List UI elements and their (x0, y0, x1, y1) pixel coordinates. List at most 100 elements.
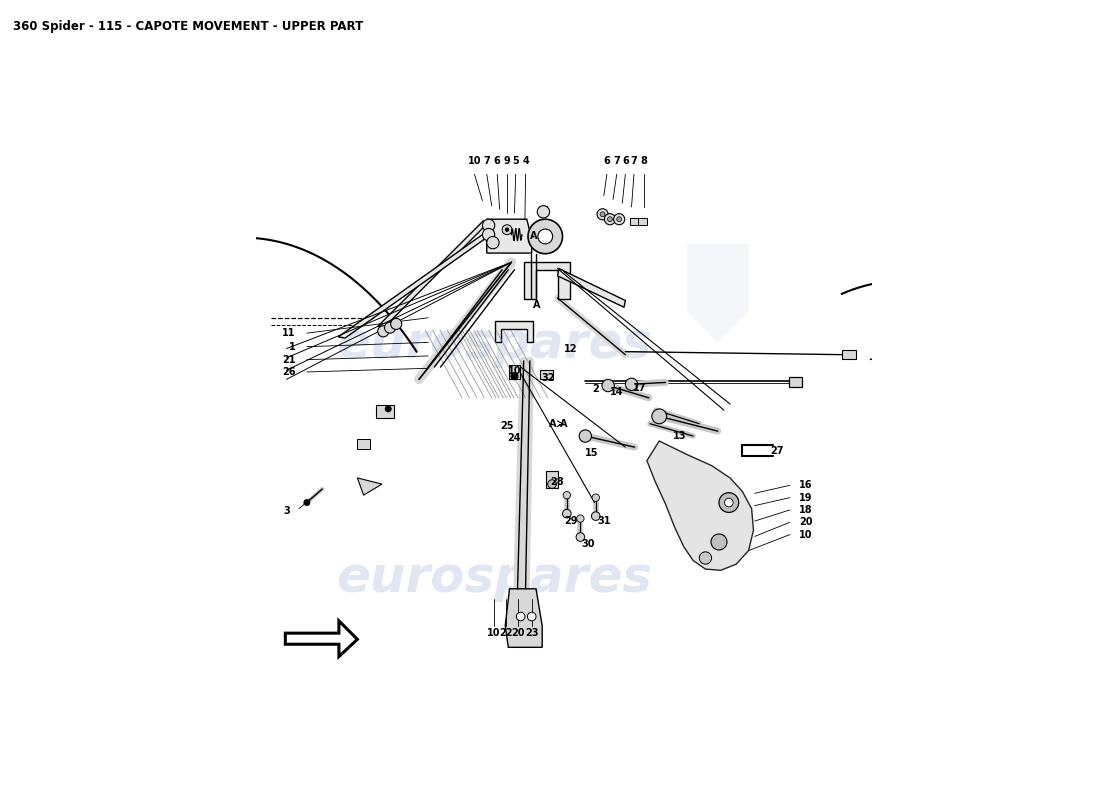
Text: 7: 7 (630, 156, 637, 166)
Circle shape (607, 217, 613, 222)
Circle shape (700, 552, 712, 564)
Text: 28: 28 (550, 477, 564, 486)
Circle shape (652, 409, 667, 424)
Bar (376, 406, 394, 418)
Circle shape (576, 515, 584, 522)
Circle shape (625, 378, 638, 390)
Text: 9: 9 (504, 156, 510, 166)
Polygon shape (686, 244, 748, 342)
Circle shape (483, 229, 495, 241)
Text: 6: 6 (621, 156, 629, 166)
Text: 2: 2 (592, 384, 598, 394)
Circle shape (725, 498, 733, 507)
Bar (356, 439, 371, 449)
Circle shape (576, 533, 585, 542)
Circle shape (304, 499, 310, 506)
Circle shape (562, 510, 571, 518)
Text: 20: 20 (512, 628, 525, 638)
Text: 20: 20 (799, 518, 813, 527)
Text: 25: 25 (500, 421, 514, 431)
Circle shape (527, 612, 536, 621)
Text: 11: 11 (283, 328, 296, 338)
Polygon shape (377, 221, 490, 326)
Bar (509, 365, 520, 378)
Text: 30: 30 (581, 539, 594, 550)
Polygon shape (505, 589, 542, 647)
Text: 14: 14 (610, 386, 624, 397)
Circle shape (602, 379, 614, 392)
Text: 12: 12 (564, 343, 578, 354)
Text: 13: 13 (673, 431, 686, 441)
Text: A: A (532, 301, 540, 310)
Text: A: A (530, 231, 538, 241)
Text: 360 Spider - 115 - CAPOTE MOVEMENT - UPPER PART: 360 Spider - 115 - CAPOTE MOVEMENT - UPP… (13, 20, 363, 33)
Text: 19: 19 (799, 493, 813, 502)
Text: 32: 32 (541, 373, 554, 383)
Circle shape (385, 322, 396, 333)
Text: 15: 15 (585, 448, 598, 458)
Circle shape (377, 326, 388, 337)
Circle shape (385, 406, 392, 412)
Polygon shape (285, 621, 358, 657)
Circle shape (390, 318, 402, 330)
Polygon shape (358, 478, 382, 495)
Polygon shape (339, 231, 494, 338)
Text: 22: 22 (499, 628, 514, 638)
Text: 26: 26 (283, 367, 296, 377)
Circle shape (592, 494, 600, 502)
Bar (546, 470, 558, 488)
Bar (540, 206, 547, 210)
Text: 10: 10 (799, 530, 813, 539)
Text: 7: 7 (483, 156, 491, 166)
Text: 31: 31 (597, 516, 612, 526)
Text: 17: 17 (634, 383, 647, 393)
Text: 1: 1 (289, 342, 296, 352)
Circle shape (538, 229, 552, 244)
Text: eurospares: eurospares (336, 320, 652, 368)
Text: 21: 21 (283, 354, 296, 365)
Text: eurospares: eurospares (336, 554, 652, 602)
Text: 4: 4 (522, 156, 529, 166)
Text: 27: 27 (771, 446, 784, 456)
Text: 24: 24 (508, 434, 521, 443)
Circle shape (601, 212, 605, 217)
Circle shape (563, 491, 571, 499)
Polygon shape (524, 262, 570, 299)
Bar (843, 350, 856, 359)
Circle shape (617, 217, 621, 222)
Circle shape (548, 480, 557, 488)
Text: 23: 23 (525, 628, 539, 638)
Circle shape (537, 206, 550, 218)
Text: 10: 10 (508, 366, 521, 376)
Circle shape (614, 214, 625, 225)
Text: 10: 10 (468, 156, 481, 166)
Text: A: A (549, 418, 557, 429)
Bar (638, 218, 647, 226)
Circle shape (592, 512, 601, 521)
Text: 6: 6 (494, 156, 501, 166)
Polygon shape (647, 441, 754, 570)
Circle shape (483, 219, 495, 231)
Polygon shape (558, 269, 625, 307)
Circle shape (505, 228, 509, 231)
Circle shape (604, 214, 616, 225)
Text: 3: 3 (283, 506, 289, 515)
Circle shape (597, 209, 608, 220)
Text: 16: 16 (799, 480, 813, 490)
Circle shape (486, 237, 499, 249)
Circle shape (528, 219, 562, 254)
Polygon shape (495, 321, 532, 342)
Bar (540, 370, 552, 379)
Text: 29: 29 (564, 516, 578, 526)
Circle shape (579, 430, 592, 442)
Text: 8: 8 (640, 156, 647, 166)
Text: 7: 7 (614, 156, 620, 166)
Circle shape (711, 534, 727, 550)
Bar (630, 218, 639, 226)
Circle shape (516, 612, 525, 621)
Circle shape (502, 225, 512, 234)
Circle shape (510, 373, 518, 380)
Circle shape (719, 493, 739, 513)
Text: 5: 5 (513, 156, 519, 166)
Text: A: A (560, 418, 568, 429)
